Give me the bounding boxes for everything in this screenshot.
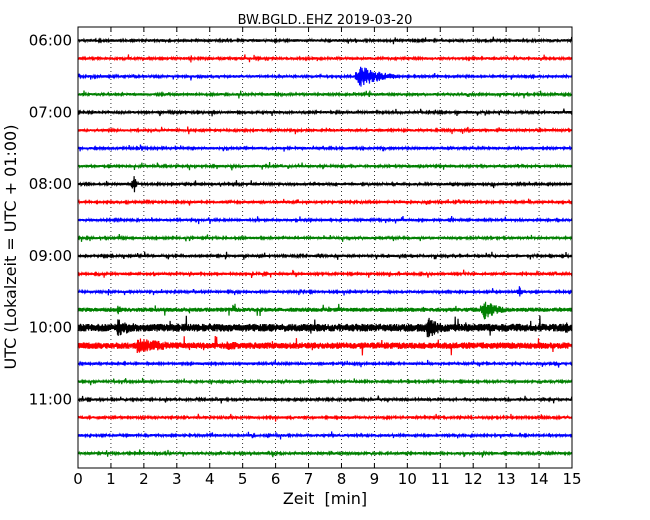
x-tick-label: 1 xyxy=(106,470,116,488)
trace-line xyxy=(77,269,573,279)
x-tick-label: 9 xyxy=(370,470,380,488)
trace-line xyxy=(77,335,573,356)
x-tick-label: 15 xyxy=(562,470,581,488)
trace-line xyxy=(77,359,573,368)
x-tick-label: 13 xyxy=(497,470,516,488)
x-tick-label: 14 xyxy=(530,470,549,488)
trace-line xyxy=(77,413,573,422)
x-tick-label: 4 xyxy=(205,470,215,488)
y-tick-label: 06:00 xyxy=(29,32,72,50)
x-tick-label: 2 xyxy=(139,470,149,488)
trace-line xyxy=(77,126,573,135)
x-tick-label: 7 xyxy=(304,470,314,488)
trace-line xyxy=(77,36,573,45)
trace-line xyxy=(77,233,573,242)
y-tick-label: 09:00 xyxy=(29,247,72,265)
trace-line xyxy=(77,377,573,386)
x-tick-label: 8 xyxy=(337,470,347,488)
trace-line xyxy=(77,90,573,99)
trace-line xyxy=(77,395,573,404)
trace-line xyxy=(77,108,573,117)
trace-line xyxy=(77,176,573,193)
plot-frame xyxy=(77,26,573,469)
trace-line xyxy=(77,215,573,225)
trace-line xyxy=(77,144,573,152)
x-axis-label: Zeit [min] xyxy=(283,489,367,508)
trace-line xyxy=(77,54,573,63)
trace-line xyxy=(77,198,573,206)
tick-labels: 0 1 2 3 4 5 6 7 8 9 10 11 12 13 14 1506:0007:0008:0009:… xyxy=(29,32,582,489)
grid-lines xyxy=(110,27,540,468)
x-tick-label: 5 xyxy=(238,470,248,488)
trace-line xyxy=(77,162,573,171)
trace-line xyxy=(77,449,573,458)
x-tick-label: 11 xyxy=(431,470,450,488)
chart-title: BW.BGLD..EHZ 2019-03-20 xyxy=(238,13,413,28)
trace-line xyxy=(77,66,573,87)
y-tick-label: 10:00 xyxy=(29,319,72,337)
trace-line xyxy=(77,431,573,440)
trace-line xyxy=(77,286,573,297)
axis-ticks xyxy=(77,27,573,468)
y-axis-label: UTC (Lokalzeit = UTC + 01:00) xyxy=(1,125,20,370)
seismic-traces xyxy=(77,36,573,458)
trace-line xyxy=(77,315,573,338)
x-tick-label: 3 xyxy=(172,470,182,488)
x-tick-label: 10 xyxy=(398,470,417,488)
x-tick-label: 0 xyxy=(73,470,83,488)
trace-line xyxy=(77,301,573,320)
trace-line xyxy=(77,251,573,260)
x-tick-label: 6 xyxy=(271,470,281,488)
x-tick-label: 12 xyxy=(464,470,483,488)
y-tick-label: 08:00 xyxy=(29,175,72,193)
y-tick-label: 07:00 xyxy=(29,103,72,121)
y-tick-label: 11:00 xyxy=(29,391,72,409)
